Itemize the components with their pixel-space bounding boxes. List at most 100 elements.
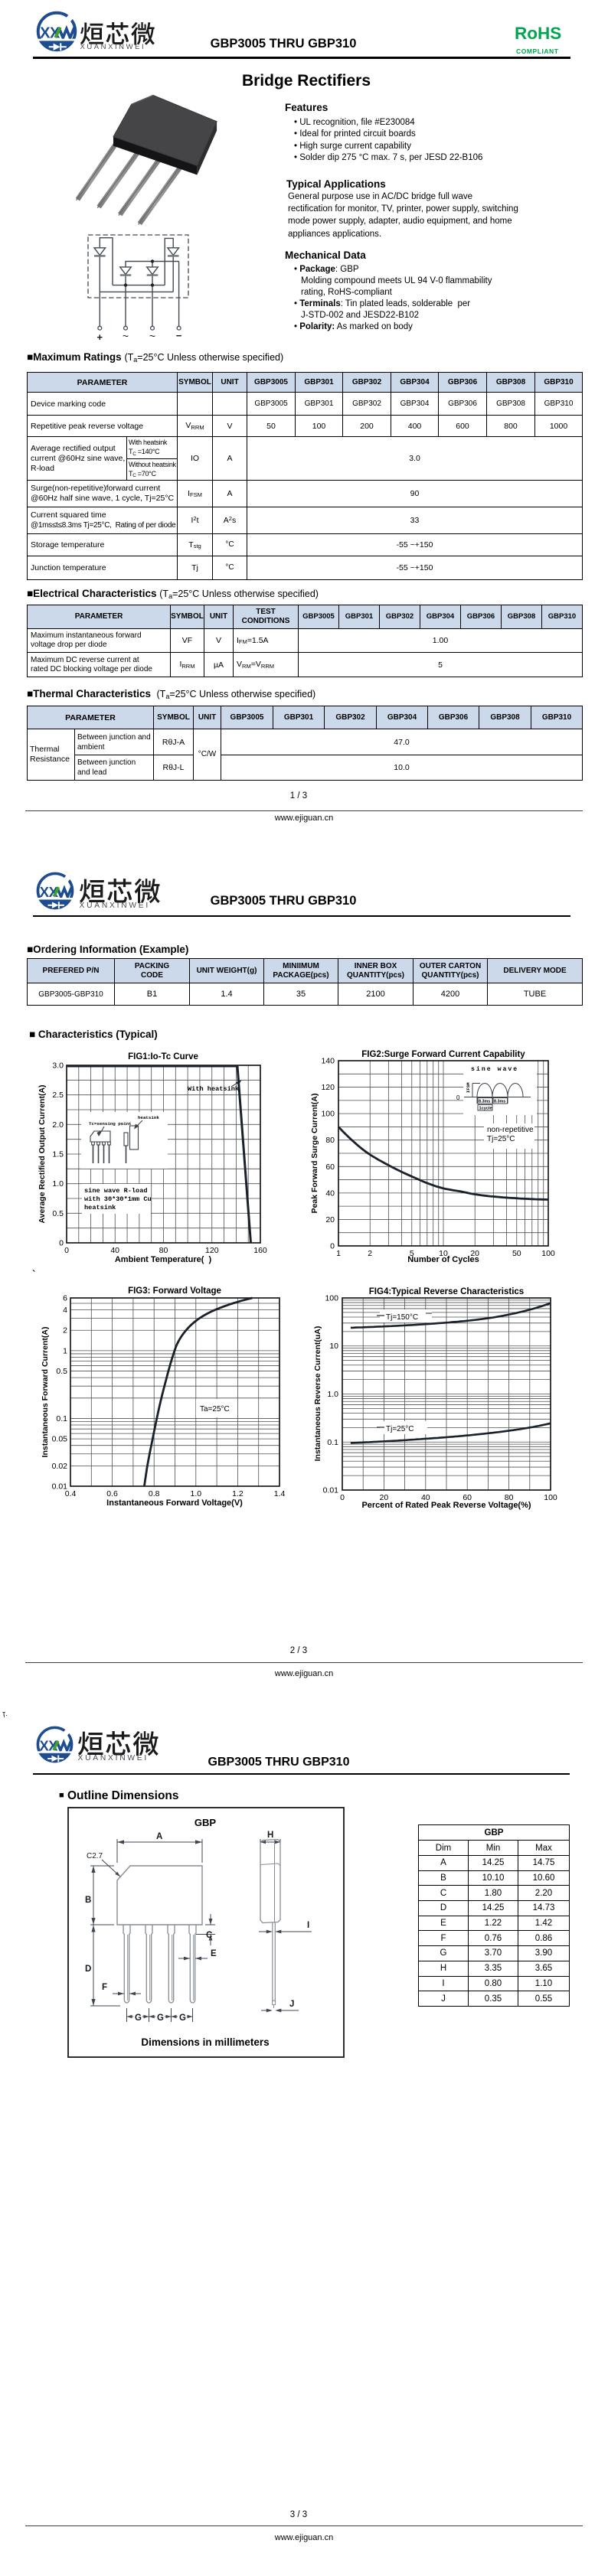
svg-text:Tc=sensing point: Tc=sensing point xyxy=(89,1121,132,1127)
svg-text:40: 40 xyxy=(110,1246,119,1255)
svg-text:20: 20 xyxy=(470,1249,479,1258)
svg-text:Instantaneous Forward Voltage(: Instantaneous Forward Voltage(V) xyxy=(106,1498,243,1508)
svg-text:G: G xyxy=(179,2014,186,2023)
svg-text:H: H xyxy=(267,1831,273,1840)
svg-text:I: I xyxy=(307,1921,309,1930)
svg-text:1.4: 1.4 xyxy=(274,1489,286,1498)
svg-text:FIG4:Typical Reverse Character: FIG4:Typical Reverse Characteristics xyxy=(369,1287,524,1296)
svg-text:FIG1:Io-Tc Curve: FIG1:Io-Tc Curve xyxy=(128,1052,198,1061)
svg-text:FIG3: Forward Voltage: FIG3: Forward Voltage xyxy=(128,1286,221,1296)
svg-text:100: 100 xyxy=(321,1110,335,1119)
svg-text:10: 10 xyxy=(439,1249,448,1258)
svg-text:Percent of Rated Peak Reverse: Percent of Rated Peak Reverse Voltage(%) xyxy=(361,1501,531,1510)
svg-text:3.0: 3.0 xyxy=(52,1061,64,1071)
svg-text:F: F xyxy=(102,1983,107,1992)
svg-text:120: 120 xyxy=(205,1246,219,1255)
svg-text:Peak Forward Surge Current(A): Peak Forward Surge Current(A) xyxy=(310,1094,319,1214)
svg-text:Number of Cycles: Number of Cycles xyxy=(407,1255,479,1264)
svg-text:D: D xyxy=(85,1965,91,1974)
svg-text:Ambient Temperature( ): Ambient Temperature( ) xyxy=(115,1255,212,1264)
svg-text:GBP: GBP xyxy=(194,1817,217,1828)
svg-text:Instantaneous Reverse Current(: Instantaneous Reverse Current(uA) xyxy=(314,1326,322,1462)
svg-text:20: 20 xyxy=(325,1215,335,1224)
svg-text:Tj=25°C: Tj=25°C xyxy=(386,1425,414,1433)
svg-text:IFSM: IFSM xyxy=(466,1082,471,1093)
svg-text:0: 0 xyxy=(59,1239,64,1248)
svg-text:sine wave R-load: sine wave R-load xyxy=(84,1187,148,1195)
svg-text:0.4: 0.4 xyxy=(65,1489,77,1498)
svg-text:2.5: 2.5 xyxy=(52,1091,64,1100)
svg-text:0: 0 xyxy=(456,1094,460,1101)
svg-text:0.8: 0.8 xyxy=(149,1489,160,1498)
svg-text:heatsink: heatsink xyxy=(138,1115,159,1120)
svg-text:0: 0 xyxy=(340,1493,345,1502)
svg-text:5: 5 xyxy=(410,1249,414,1258)
svg-text:~: ~ xyxy=(149,330,155,342)
svg-text:100: 100 xyxy=(544,1493,557,1502)
svg-text:2.0: 2.0 xyxy=(52,1120,64,1130)
svg-text:40: 40 xyxy=(325,1189,335,1198)
svg-text:160: 160 xyxy=(253,1246,267,1255)
svg-text:Average Rectified Output Curre: Average Rectified Output Current(A) xyxy=(38,1084,47,1223)
svg-text:A: A xyxy=(156,1832,162,1841)
svg-text:Instantaneous Forward Current(: Instantaneous Forward Current(A) xyxy=(41,1327,50,1458)
svg-text:Tj=25°C: Tj=25°C xyxy=(487,1135,515,1143)
svg-text:2: 2 xyxy=(63,1326,67,1335)
svg-text:60: 60 xyxy=(463,1493,472,1502)
svg-text:sine wave: sine wave xyxy=(471,1065,518,1073)
svg-text:0: 0 xyxy=(64,1246,69,1255)
svg-text:2: 2 xyxy=(368,1249,372,1258)
svg-text:C: C xyxy=(206,1931,212,1940)
svg-text:heatsink: heatsink xyxy=(84,1204,116,1211)
svg-text:with 30*30*1mm Cu: with 30*30*1mm Cu xyxy=(84,1195,152,1203)
svg-text:1: 1 xyxy=(63,1346,67,1355)
svg-text:50: 50 xyxy=(512,1249,521,1258)
svg-text:0.05: 0.05 xyxy=(52,1435,68,1444)
svg-text:1: 1 xyxy=(336,1249,341,1258)
svg-text:0.5: 0.5 xyxy=(56,1367,67,1376)
svg-text:0.1: 0.1 xyxy=(327,1438,338,1447)
svg-text:1.0: 1.0 xyxy=(327,1390,338,1399)
svg-text:B: B xyxy=(85,1896,91,1905)
svg-text:0.1: 0.1 xyxy=(56,1414,67,1423)
svg-text:−: − xyxy=(176,330,182,341)
svg-text:40: 40 xyxy=(421,1493,430,1502)
svg-text:G: G xyxy=(157,2014,164,2023)
svg-text:1.5: 1.5 xyxy=(52,1150,64,1159)
svg-text:non-repetitive: non-repetitive xyxy=(487,1126,534,1134)
svg-text:FIG2:Surge Forward Current Cap: FIG2:Surge Forward Current Capability xyxy=(361,1050,525,1059)
svg-text:0.02: 0.02 xyxy=(52,1462,68,1471)
svg-text:100: 100 xyxy=(541,1249,555,1258)
svg-text:4: 4 xyxy=(63,1306,67,1315)
svg-text:Tj=150°C: Tj=150°C xyxy=(386,1313,418,1322)
svg-text:C2.7: C2.7 xyxy=(87,1852,103,1860)
svg-text:Ta=25°C: Ta=25°C xyxy=(200,1405,230,1414)
svg-text:0.01: 0.01 xyxy=(52,1482,68,1492)
svg-text:140: 140 xyxy=(321,1057,335,1066)
svg-text:10: 10 xyxy=(329,1342,338,1351)
svg-text:1cycle: 1cycle xyxy=(479,1107,492,1111)
svg-text:+: + xyxy=(97,331,103,343)
svg-text:60: 60 xyxy=(325,1162,335,1172)
svg-text:J: J xyxy=(289,2000,294,2009)
svg-text:1.0: 1.0 xyxy=(52,1179,64,1189)
svg-text:Dimensions in millimeters: Dimensions in millimeters xyxy=(141,2036,269,2048)
svg-text:0.6: 0.6 xyxy=(106,1489,118,1498)
svg-text:8.3ms: 8.3ms xyxy=(479,1100,490,1104)
svg-text:8.3ms: 8.3ms xyxy=(494,1100,505,1104)
svg-text:6: 6 xyxy=(63,1294,67,1303)
svg-text:1.0: 1.0 xyxy=(190,1489,201,1498)
svg-text:With heatsink: With heatsink xyxy=(188,1085,239,1093)
svg-text:G: G xyxy=(135,2014,142,2023)
svg-text:80: 80 xyxy=(159,1246,168,1255)
svg-text:~: ~ xyxy=(123,330,129,342)
svg-text:20: 20 xyxy=(380,1493,389,1502)
svg-text:0: 0 xyxy=(330,1242,335,1251)
svg-text:80: 80 xyxy=(325,1136,335,1145)
svg-text:1.2: 1.2 xyxy=(232,1489,244,1498)
svg-text:80: 80 xyxy=(505,1493,514,1502)
svg-text:120: 120 xyxy=(321,1083,335,1092)
svg-text:E: E xyxy=(211,1949,217,1958)
svg-text:0.5: 0.5 xyxy=(52,1209,64,1218)
svg-text:0.01: 0.01 xyxy=(323,1486,339,1495)
